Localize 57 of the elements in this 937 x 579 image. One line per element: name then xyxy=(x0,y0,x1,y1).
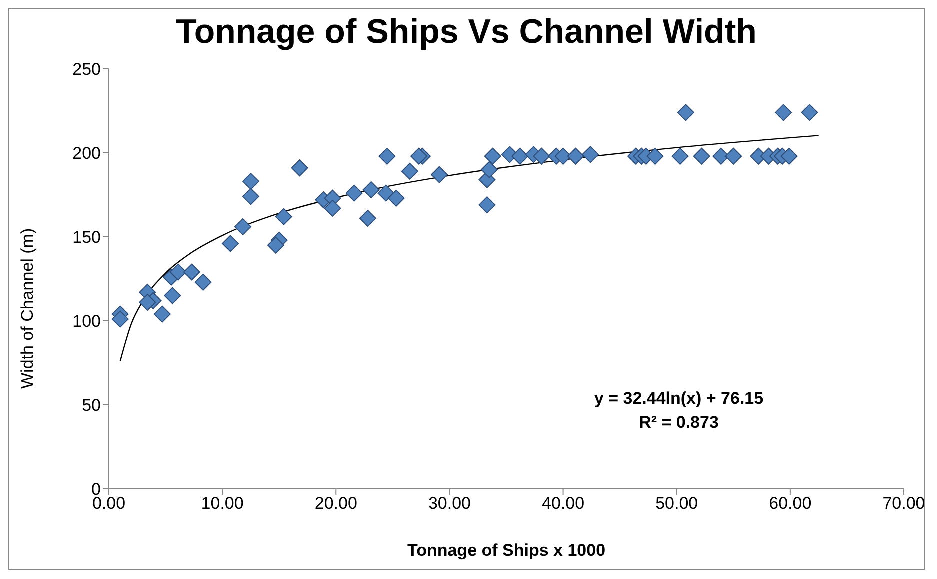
point xyxy=(275,208,292,226)
point xyxy=(378,184,395,202)
point xyxy=(780,148,798,165)
x-tick-label: 0.00 xyxy=(92,494,126,514)
annotation: R² = 0.873 xyxy=(639,413,719,432)
point xyxy=(677,104,694,122)
point xyxy=(324,200,342,217)
point xyxy=(112,310,129,328)
y-axis-title: Width of Channel (m) xyxy=(18,228,38,389)
point xyxy=(194,274,212,291)
x-tick-label: 40.00 xyxy=(542,494,585,514)
point xyxy=(480,161,498,178)
annotation: y = 32.44ln(x) + 76.15 xyxy=(594,389,764,408)
x-tick-label: 50.00 xyxy=(656,494,698,514)
point xyxy=(242,173,260,190)
x-axis-title: Tonnage of Ships x 1000 xyxy=(406,541,607,561)
point xyxy=(533,148,550,165)
point xyxy=(775,104,792,122)
point xyxy=(291,160,308,177)
point xyxy=(410,148,428,165)
point xyxy=(170,264,187,281)
point xyxy=(478,196,496,214)
x-tick-label: 60.00 xyxy=(769,494,812,514)
point xyxy=(267,236,284,254)
point xyxy=(401,162,418,180)
point xyxy=(362,181,380,198)
y-tick-label: 100 xyxy=(72,312,101,331)
point xyxy=(359,210,376,228)
point xyxy=(222,235,240,252)
line-series xyxy=(120,135,820,362)
point xyxy=(430,166,448,184)
point xyxy=(693,148,710,165)
point xyxy=(582,146,600,164)
point xyxy=(164,287,182,304)
x-tick-label: 30.00 xyxy=(428,494,471,514)
point xyxy=(378,148,396,165)
y-tick-label: 50 xyxy=(82,396,101,415)
point xyxy=(139,294,156,312)
point xyxy=(234,218,252,236)
point xyxy=(725,148,742,165)
y-tick-label: 150 xyxy=(72,228,101,247)
point xyxy=(567,148,584,165)
y-tick-label: 250 xyxy=(72,60,101,79)
y-tick-label: 200 xyxy=(72,144,101,163)
point xyxy=(646,148,664,165)
point xyxy=(183,264,200,281)
point xyxy=(346,184,363,202)
chart-title: Tonnage of Ships Vs Channel Width xyxy=(175,13,758,52)
point xyxy=(484,148,502,165)
x-tick-label: 20.00 xyxy=(314,494,358,514)
point xyxy=(242,188,260,206)
point xyxy=(512,148,529,165)
point xyxy=(154,306,171,323)
point xyxy=(801,104,818,122)
x-tick-label: 10.00 xyxy=(201,494,244,514)
point xyxy=(672,148,689,165)
point xyxy=(388,190,405,207)
